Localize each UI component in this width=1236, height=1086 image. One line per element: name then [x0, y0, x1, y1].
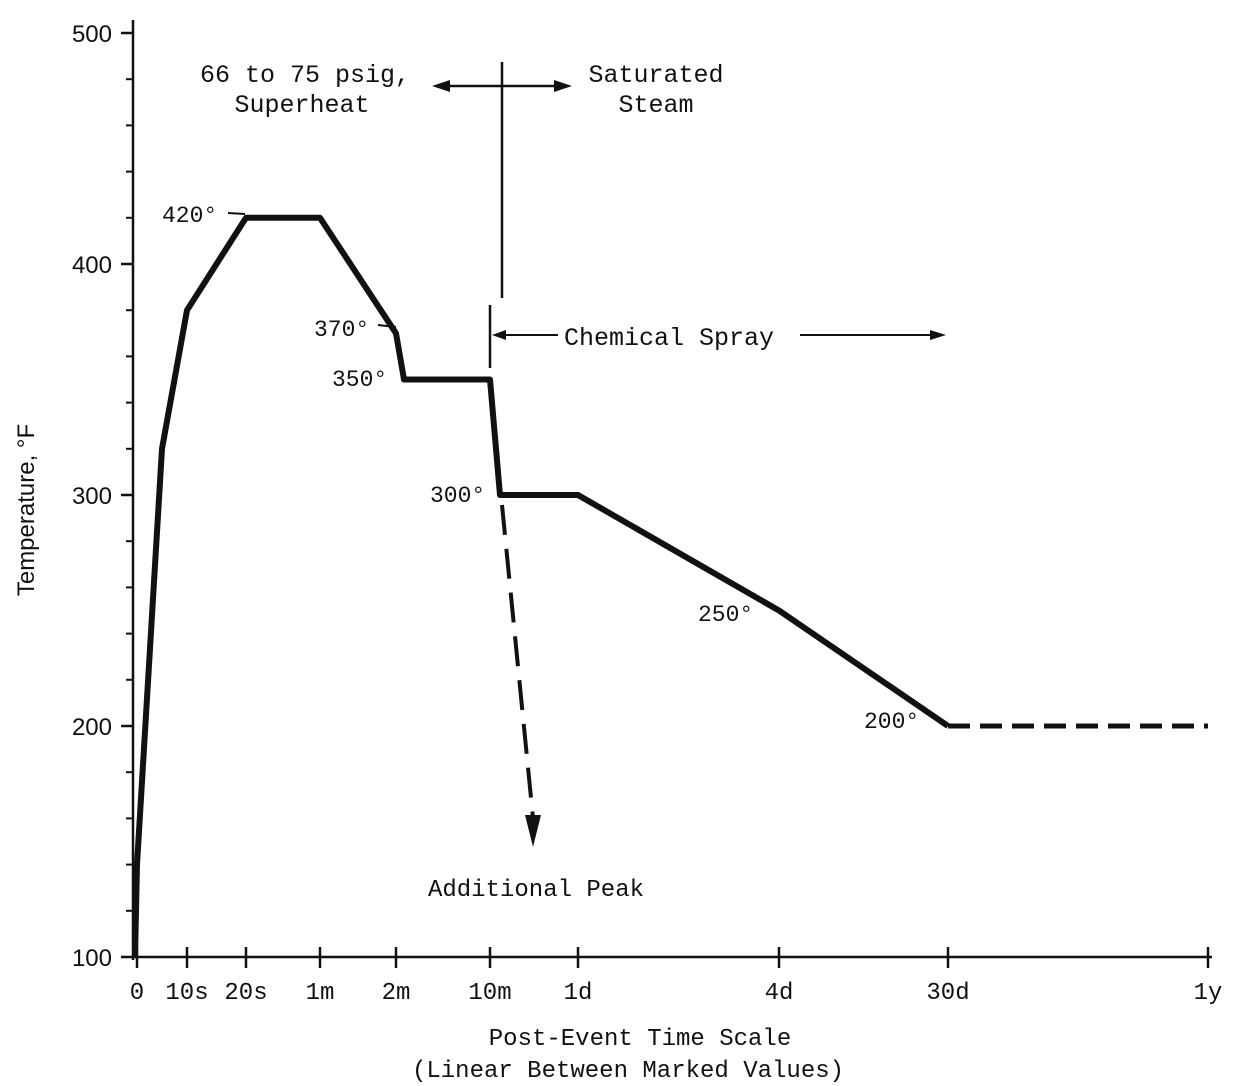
spray-arrowhead-left: [492, 330, 506, 340]
saturated-steam-label-line2: Steam: [618, 91, 693, 120]
x-tick-label-2m: 2m: [382, 980, 411, 1007]
x-tick-label-10s: 10s: [165, 980, 208, 1007]
y-tick-label-300: 300: [72, 483, 112, 510]
y-axis-label: Temperature, °F: [13, 424, 40, 596]
y-minor-ticks: [126, 78, 133, 912]
point-label-200: 200°: [864, 709, 919, 735]
additional-peak-label: Additional Peak: [428, 877, 644, 904]
additional-peak-dashed-line: [500, 504, 535, 819]
x-tick-label-1d: 1d: [564, 980, 593, 1007]
x-tick-label-0: 0: [130, 980, 144, 1007]
x-tick-label-20s: 20s: [224, 980, 267, 1007]
superheat-arrowhead: [432, 80, 450, 92]
temperature-curve: [132, 214, 950, 958]
x-ticks: 0 10s 20s 1m 2m 10m 1d 4d 30d 1y: [130, 947, 1223, 1007]
point-label-300: 300°: [430, 483, 485, 509]
saturated-arrowhead: [554, 80, 572, 92]
point-label-370-leader: [377, 324, 397, 328]
y-tick-label-200: 200: [72, 714, 112, 741]
additional-peak-arrowhead: [525, 815, 541, 847]
point-label-250: 250°: [698, 602, 753, 628]
chemical-spray-label: Chemical Spray: [564, 324, 774, 353]
y-major-ticks: 100 200 300 400 500: [72, 21, 133, 972]
point-label-420: 420°: [162, 203, 217, 229]
superheat-label-line2: Superheat: [234, 91, 369, 120]
x-tick-label-10m: 10m: [468, 980, 511, 1007]
saturated-steam-label-line1: Saturated: [588, 61, 723, 90]
x-axis-label: Post-Event Time Scale: [489, 1026, 791, 1053]
y-tick-label-100: 100: [72, 945, 112, 972]
x-tick-label-4d: 4d: [765, 980, 794, 1007]
point-label-370: 370°: [314, 317, 369, 343]
y-tick-label-500: 500: [72, 21, 112, 48]
spray-arrowhead-right: [930, 330, 946, 340]
point-label-350: 350°: [332, 367, 387, 393]
point-label-420-leader: [227, 212, 246, 215]
superheat-label-line1: 66 to 75 psig,: [200, 61, 410, 90]
x-tick-label-1y: 1y: [1194, 980, 1223, 1007]
y-tick-label-400: 400: [72, 252, 112, 279]
x-axis-note: (Linear Between Marked Values): [412, 1058, 844, 1085]
x-tick-label-30d: 30d: [926, 980, 969, 1007]
x-tick-label-1m: 1m: [306, 980, 335, 1007]
